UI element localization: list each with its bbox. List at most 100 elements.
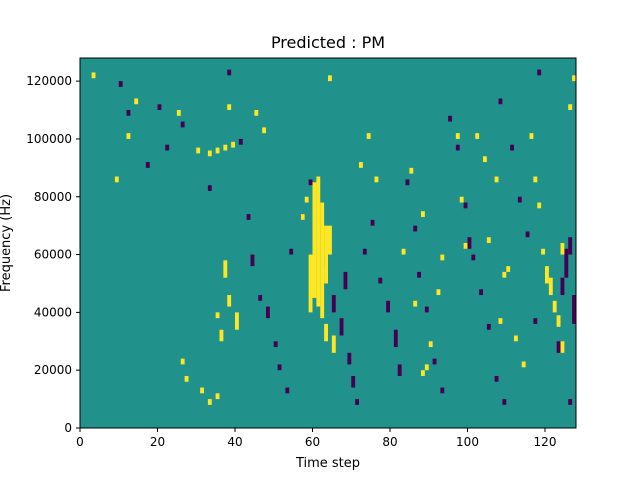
heatmap-cell-high — [126, 133, 131, 139]
heatmap-cell-low — [417, 271, 421, 278]
heatmap-cell-low — [157, 104, 162, 111]
heatmap-cell-high — [223, 144, 228, 151]
heatmap-cell-low — [517, 196, 522, 203]
heatmap-cell-low — [180, 121, 185, 128]
heatmap-cell-high — [223, 260, 228, 278]
heatmap-cell-high — [215, 393, 220, 400]
heatmap-cell-high — [552, 300, 557, 313]
heatmap-cell-high — [324, 323, 328, 342]
heatmap-cell-high — [514, 335, 518, 342]
heatmap-cell-high — [560, 341, 565, 353]
y-tick-label: 100000 — [26, 132, 72, 146]
x-tick-label: 100 — [456, 435, 479, 449]
heatmap-cell-high — [308, 254, 313, 313]
heatmap-cell-low — [343, 271, 348, 290]
heatmap-cell-high — [545, 266, 549, 284]
heatmap-cell-low — [370, 219, 375, 226]
heatmap-cell-high — [413, 300, 418, 307]
heatmap-cell-low — [463, 202, 468, 209]
chart-title: Predicted : PM — [271, 33, 385, 52]
heatmap-cell-high — [359, 162, 363, 168]
heatmap-cell-low — [339, 318, 344, 336]
heatmap-cell-low — [486, 323, 491, 330]
heatmap-cell-low — [510, 144, 514, 151]
heatmap-cell-low — [479, 289, 483, 296]
heatmap-cell-high — [409, 167, 414, 174]
heatmap-cell-high — [556, 315, 561, 327]
heatmap-cell-high — [331, 335, 336, 353]
heatmap-cell-low — [405, 179, 410, 186]
heatmap-cell-high — [200, 387, 204, 394]
heatmap-cell-high — [312, 182, 317, 298]
heatmap-cell-high — [215, 312, 220, 319]
heatmap-cell-low — [502, 399, 507, 405]
heatmap-cell-high — [316, 176, 321, 307]
heatmap-cell-low — [207, 185, 212, 191]
heatmap-cell-low — [533, 318, 538, 324]
heatmap-cell-high — [428, 341, 433, 348]
heatmap-cell-high — [227, 104, 232, 111]
y-axis: 0 20000 40000 60000 80000 100000 120000 — [26, 74, 80, 435]
heatmap-cell-low — [556, 341, 561, 353]
heatmap-cell-high — [180, 358, 185, 365]
heatmap-cell-low — [238, 138, 243, 145]
x-axis: 0 20 40 60 80 100 120 — [76, 428, 556, 449]
heatmap-cell-low — [347, 352, 352, 365]
heatmap-cell-high — [502, 271, 507, 278]
heatmap-cell-low — [424, 306, 429, 313]
heatmap-cell-low — [397, 364, 402, 376]
heatmap-cell-high — [215, 147, 220, 154]
heatmap-cell-low — [308, 179, 313, 186]
heatmap-cell-high — [494, 176, 499, 183]
heatmap-cell-high — [328, 75, 332, 82]
heatmap-cell-low — [362, 248, 367, 255]
y-tick-label: 80000 — [34, 190, 72, 204]
heatmap-cell-low — [525, 231, 530, 238]
heatmap-cell-high — [114, 176, 119, 183]
heatmap-cell-high — [506, 266, 511, 272]
heatmap-cell-high — [459, 196, 464, 203]
heatmap-cell-high — [560, 243, 565, 255]
heatmap-cell-low — [351, 375, 356, 388]
heatmap-cell-high — [572, 75, 576, 82]
heatmap-cell-high — [134, 98, 139, 105]
heatmap-cell-high — [463, 243, 468, 249]
heatmap-cell-high — [568, 104, 573, 111]
heatmap-cell-low — [273, 341, 278, 348]
heatmap-cell-low — [467, 237, 472, 249]
heatmap-cell-high — [537, 202, 542, 209]
y-tick-label: 60000 — [34, 248, 72, 262]
heatmap-cell-high — [541, 248, 545, 255]
heatmap-cell-high — [421, 211, 425, 217]
heatmap-cell-high — [483, 156, 487, 163]
x-tick-label: 0 — [76, 435, 84, 449]
heatmap-cell-low — [413, 225, 418, 232]
heatmap-cell-low — [378, 277, 383, 284]
heatmap-cell-low — [227, 69, 232, 76]
heatmap-cell-high — [498, 318, 503, 324]
heatmap-cell-low — [393, 329, 398, 348]
heatmap-cell-low — [331, 295, 336, 313]
heatmap-cell-high — [436, 289, 441, 296]
heatmap-cell-high — [529, 133, 534, 139]
y-axis-label: Frequency (Hz) — [0, 194, 14, 292]
y-tick-label: 120000 — [26, 74, 72, 88]
x-tick-label: 80 — [382, 435, 397, 449]
heatmap-cell-low — [289, 248, 294, 255]
heatmap-cell-high — [176, 110, 181, 116]
x-axis-label: Time step — [295, 456, 360, 471]
heatmap-cell-high — [91, 72, 96, 79]
heatmap-cell-low — [386, 300, 390, 313]
heatmap-cell-low — [126, 110, 131, 116]
heatmap-cell-high — [262, 127, 266, 134]
heatmap-cell-low — [250, 254, 255, 267]
heatmap-cell-high — [401, 248, 406, 255]
heatmap-cell-high — [324, 225, 328, 284]
heatmap-cell-low — [471, 254, 476, 261]
heatmap-cell-low — [118, 81, 123, 87]
heatmap-cell-high — [219, 329, 224, 342]
heatmap-cell-low — [537, 69, 542, 76]
heatmap-cell-high — [374, 176, 379, 183]
heatmap-cell-low — [355, 399, 359, 405]
heatmap-cell-low — [145, 162, 150, 168]
